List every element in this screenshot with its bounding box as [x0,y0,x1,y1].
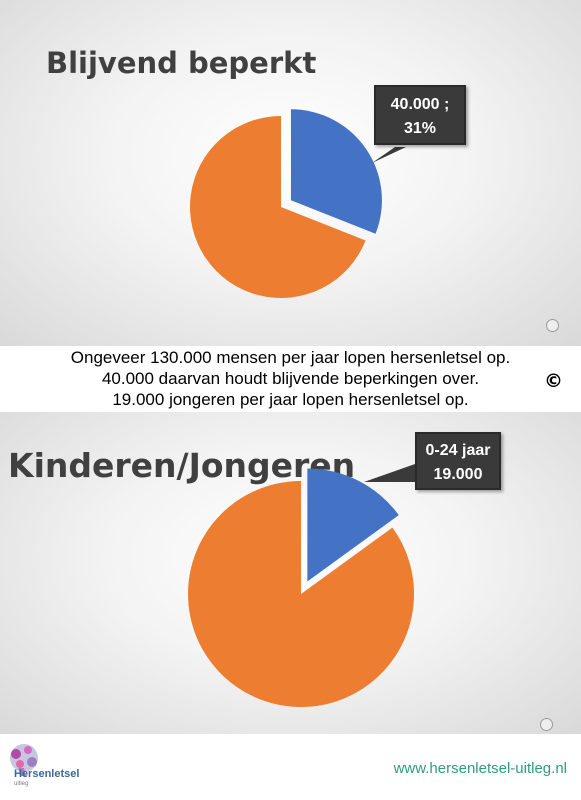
caption: Ongeveer 130.000 mensen per jaar lopen h… [0,346,581,412]
pie-chart-kinderen [187,464,415,707]
corner-circle-icon [540,718,553,731]
website-link[interactable]: www.hersenletsel-uitleg.nl [393,760,567,777]
caption-line-2: 40.000 daarvan houdt blijvende beperking… [101,369,480,388]
chart-title: Kinderen/Jongeren [8,446,356,485]
data-label-value: 40.000 ; [390,96,450,113]
copyright-symbol: © [544,370,563,392]
callout-pointer [372,147,406,163]
data-label-category: 0-24 jaar [425,442,491,459]
caption-line-1: Ongeveer 130.000 mensen per jaar lopen h… [70,348,511,367]
pie-slice-highlight [307,468,399,582]
data-label-callout: 0-24 jaar 19.000 [415,432,501,490]
logo-subtext: uitleg [14,781,29,787]
chart-panel-blijvend: Blijvend beperkt 40.000 ; 31% [0,0,581,346]
pie-slice-remainder [190,116,366,298]
caption-line-3: 19.000 jongeren per jaar lopen hersenlet… [112,390,469,409]
data-label-value: 19.000 [433,466,483,483]
footer: Hersenletsel uitleg www.hersenletsel-uit… [0,734,581,800]
brain-logo-icon [10,744,38,776]
chart-title: Blijvend beperkt [46,46,317,80]
corner-circle-icon [546,319,559,332]
logo-text: Hersenletsel [14,768,80,780]
data-label-percent: 31% [403,120,437,137]
chart-panel-kinderen: Kinderen/Jongeren 0-24 jaar 19.000 [0,412,581,734]
callout-pointer [364,464,415,482]
pie-chart-blijvend [190,109,406,298]
pie-slice-highlight [290,109,382,234]
pie-slice-remainder [187,481,414,707]
data-label-callout: 40.000 ; 31% [374,85,466,145]
